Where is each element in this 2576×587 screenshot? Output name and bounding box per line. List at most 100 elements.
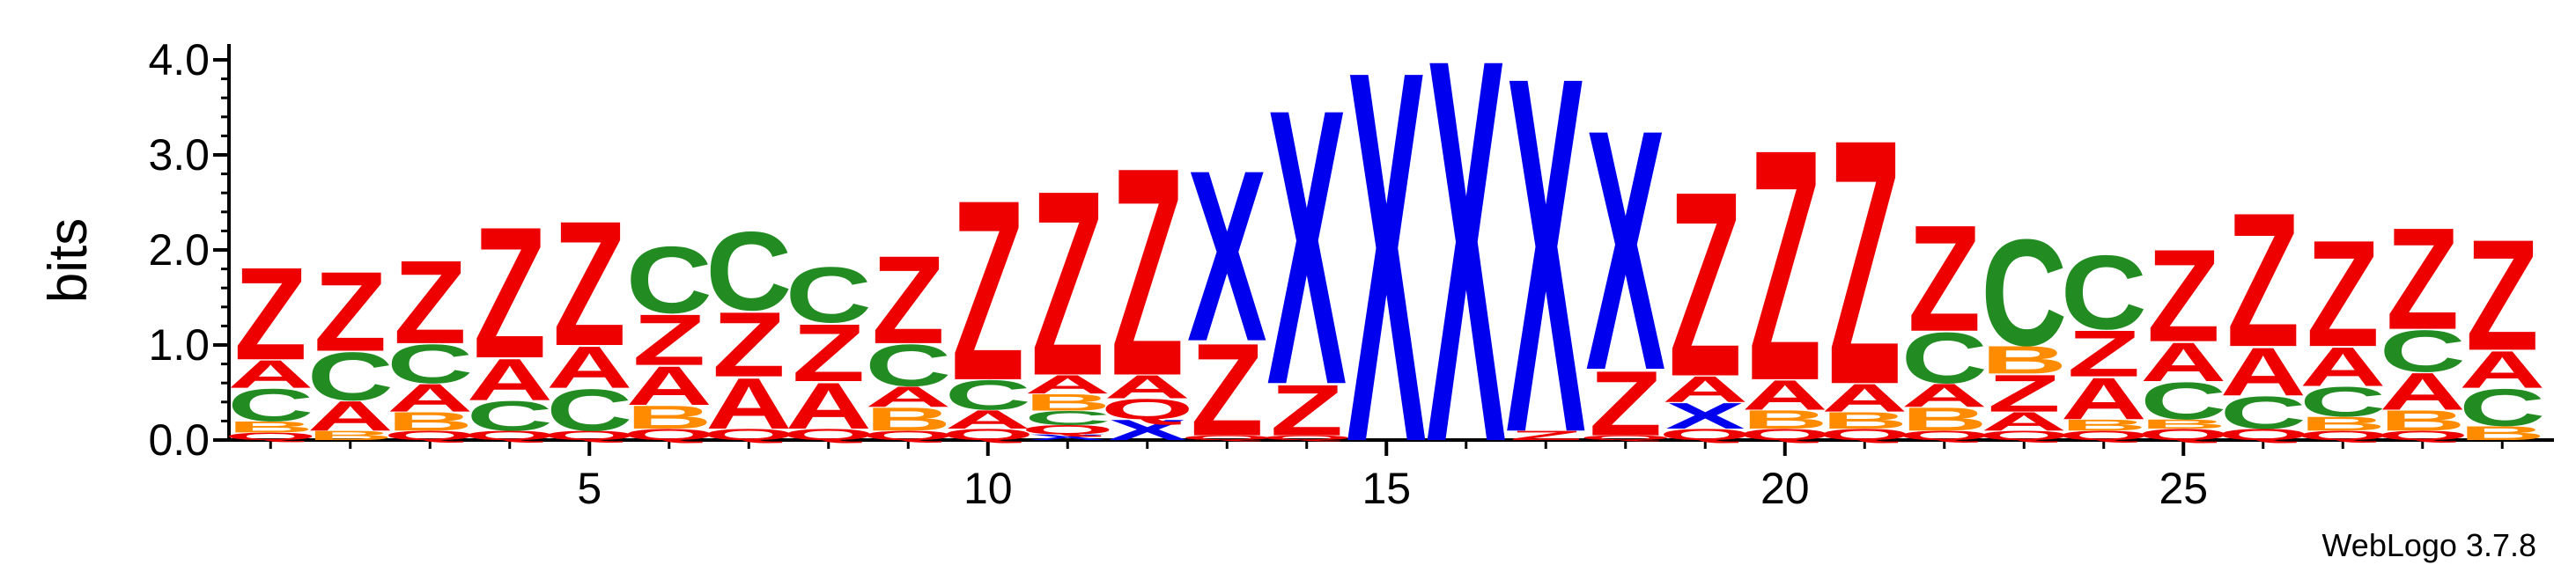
logo-glyph-q: Q bbox=[861, 429, 955, 444]
logo-glyph-a: A bbox=[467, 347, 553, 414]
y-tick-label: 0.0 bbox=[148, 415, 210, 465]
logo-glyph-a: A bbox=[1104, 369, 1191, 406]
x-tick-label: 20 bbox=[1760, 464, 1810, 513]
logo-glyph-b: B bbox=[2061, 416, 2147, 434]
logo-glyph-x: X bbox=[1426, 0, 1506, 557]
logo-glyph-q: Q bbox=[543, 429, 636, 444]
logo-glyph-x: X bbox=[1187, 120, 1267, 393]
logo-glyph-z: Z bbox=[314, 249, 387, 376]
logo-glyph-z: Z bbox=[2466, 207, 2539, 384]
logo-glyph-a: A bbox=[705, 363, 792, 444]
logo-glyph-c: C bbox=[2380, 318, 2466, 385]
logo-glyph-c: C bbox=[945, 371, 1031, 419]
logo-glyph-b: B bbox=[1024, 389, 1111, 415]
logo-glyph-q: Q bbox=[782, 426, 875, 444]
credit-label: WebLogo 3.7.8 bbox=[2321, 527, 2536, 563]
logo-glyph-z: Z bbox=[792, 307, 865, 399]
logo-glyph-z: Z bbox=[1111, 106, 1184, 438]
logo-glyph-z: Z bbox=[2386, 198, 2459, 361]
logo-glyph-q: Q bbox=[702, 426, 795, 444]
x-tick-group: 5 10 15 20 25 bbox=[269, 440, 2504, 513]
logo-glyph-x: X bbox=[1266, 28, 1347, 467]
logo-glyph-c: C bbox=[626, 227, 712, 334]
logo-glyph-a: A bbox=[387, 376, 473, 420]
y-tick-label: 4.0 bbox=[148, 35, 210, 84]
logo-glyph-c: C bbox=[1024, 407, 1111, 429]
logo-glyph-q: Q bbox=[1898, 429, 1991, 444]
logo-glyph-z: Z bbox=[1669, 137, 1742, 432]
y-tick-group: 0.0 1.0 2.0 3.0 4.0 bbox=[148, 35, 229, 465]
logo-glyph-z: Z bbox=[553, 184, 626, 384]
logo-glyph-c: C bbox=[705, 209, 792, 334]
logo-glyph-z: Z bbox=[234, 241, 307, 388]
logo-glyph-c: C bbox=[2459, 378, 2545, 437]
x-tick-label: 15 bbox=[1362, 464, 1411, 513]
logo-glyph-a: A bbox=[865, 380, 951, 413]
logo-glyph-q: Q bbox=[623, 426, 716, 444]
logo-glyph-b: B bbox=[2380, 404, 2466, 437]
logo-glyph-a: A bbox=[227, 352, 314, 396]
y-tick-label: 3.0 bbox=[148, 130, 210, 180]
logo-glyph-x: X bbox=[1585, 58, 1665, 441]
logo-glyph-a: A bbox=[1981, 407, 2067, 437]
logo-glyph-a: A bbox=[1662, 369, 1748, 410]
logo-glyph-z: Z bbox=[1988, 364, 2061, 423]
logo-glyph-c: C bbox=[227, 379, 314, 431]
logo-glyph-a: A bbox=[2459, 341, 2545, 400]
logo-glyph-z: Z bbox=[632, 299, 705, 381]
logo-glyph-q: Q bbox=[2057, 429, 2151, 444]
y-tick-label: 1.0 bbox=[148, 320, 210, 370]
logo-glyph-z: Z bbox=[1270, 370, 1343, 451]
y-axis-title: bits bbox=[38, 218, 99, 303]
x-tick-label: 25 bbox=[2159, 464, 2208, 513]
logo-glyph-c: C bbox=[2061, 234, 2147, 352]
logo-glyph-q: Q bbox=[2376, 429, 2469, 444]
logo-glyph-q: Q bbox=[2296, 429, 2389, 444]
logo-glyph-q: Q bbox=[224, 430, 317, 442]
logo-glyph-c: C bbox=[2140, 371, 2226, 430]
logo-glyph-q: Q bbox=[1738, 426, 1832, 444]
logo-glyph-z: Z bbox=[1908, 193, 1981, 363]
logo-glyph-a: A bbox=[1024, 370, 1111, 400]
logo-glyph-c: C bbox=[865, 332, 951, 399]
logo-glyph-z: Z bbox=[712, 292, 786, 396]
logo-glyph-z: Z bbox=[1191, 317, 1264, 464]
logo-glyph-x: X bbox=[1107, 414, 1187, 446]
logo-glyph-b: B bbox=[1821, 407, 1908, 433]
logo-glyph-x: X bbox=[1506, 0, 1586, 539]
logo-glyph-b: B bbox=[1742, 405, 1828, 435]
logo-glyph-q: Q bbox=[1260, 434, 1354, 441]
logo-glyph-a: A bbox=[626, 355, 712, 416]
logo-glyph-a: A bbox=[2061, 365, 2147, 432]
logo-glyph-c: C bbox=[467, 393, 553, 440]
logo-glyph-q: Q bbox=[1180, 434, 1273, 441]
logo-glyph-a: A bbox=[1821, 376, 1908, 420]
logo-glyph-b: B bbox=[1981, 338, 2067, 382]
logo-glyph-a: A bbox=[2299, 336, 2386, 398]
logo-glyph-a: A bbox=[2220, 334, 2307, 410]
logo-stacks: QBCAZBACZQBACZQCAZQCAZQBAZCQAZCQAZCQBACZ… bbox=[224, 0, 2545, 557]
logo-glyph-z: Z bbox=[1509, 429, 1583, 444]
x-axis: 5 10 15 20 25 bbox=[229, 438, 2554, 513]
logo-glyph-z: Z bbox=[1828, 66, 1901, 457]
logo-glyph-a: A bbox=[786, 370, 872, 443]
logo-glyph-b: B bbox=[227, 418, 314, 436]
logo-glyph-z: Z bbox=[394, 235, 467, 369]
logo-glyph-z: Z bbox=[2147, 223, 2220, 370]
logo-glyph-z: Z bbox=[2067, 318, 2140, 391]
logo-glyph-x: X bbox=[1347, 0, 1427, 553]
logo-glyph-c: C bbox=[546, 377, 632, 444]
logo-glyph-q: Q bbox=[463, 429, 557, 444]
logo-glyph-c: C bbox=[1981, 207, 2067, 377]
logo-glyph-b: B bbox=[626, 400, 712, 437]
logo-glyph-b: B bbox=[2459, 422, 2545, 444]
logo-glyph-a: A bbox=[2380, 363, 2466, 422]
logo-glyph-q: Q bbox=[2137, 426, 2230, 444]
logo-glyph-a: A bbox=[1901, 378, 1988, 415]
logo-glyph-z: Z bbox=[473, 187, 546, 398]
logo-glyph-q: Q bbox=[2217, 426, 2310, 444]
y-axis: 0.0 1.0 2.0 3.0 4.0 bits bbox=[38, 35, 231, 465]
logo-glyph-q: Q bbox=[383, 429, 476, 444]
logo-glyph-a: A bbox=[1742, 371, 1828, 419]
